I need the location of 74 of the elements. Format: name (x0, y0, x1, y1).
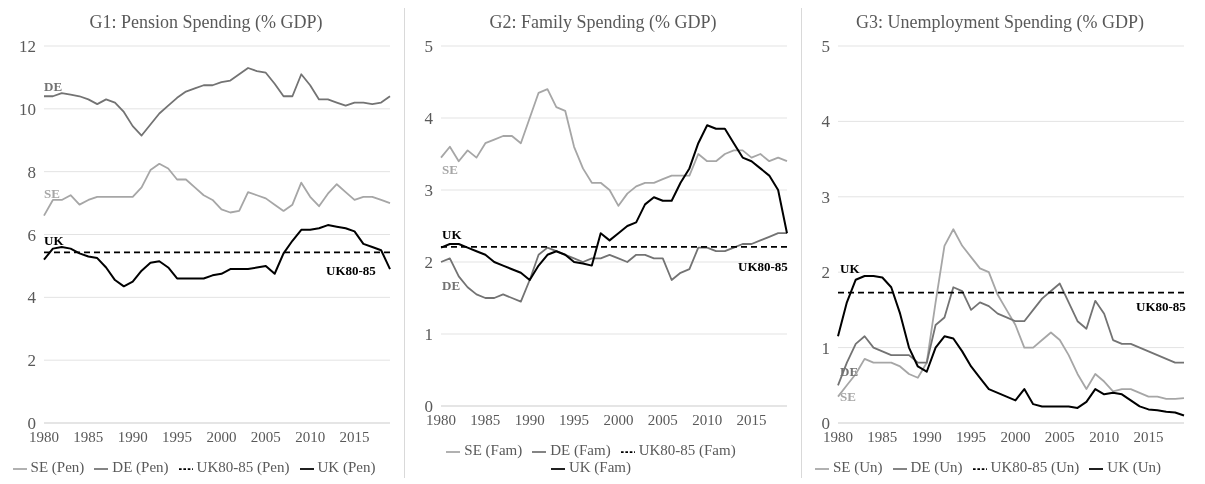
line-series (837, 228, 1185, 400)
x-tick-label: 2010 (295, 428, 326, 445)
legend-label: DE (Un) (910, 459, 963, 475)
legend-label: DE (Fam) (550, 442, 611, 458)
x-tick-label: 1980 (823, 428, 853, 445)
y-tick-label: 6 (27, 225, 36, 245)
y-tick-label: 1 (424, 325, 433, 345)
chart-title: G1: Pension Spending (% GDP) (88, 11, 324, 34)
legend-label: UK (Un) (1107, 459, 1162, 475)
x-tick-label: 1990 (911, 428, 942, 445)
legend-label: UK80-85 (Un) (990, 459, 1080, 475)
y-tick-label: 1 (821, 338, 830, 358)
y-tick-label: 8 (27, 162, 36, 182)
legend-label: UK80-85 (Fam) (638, 442, 736, 458)
y-tick-label: 2 (821, 263, 830, 283)
x-tick-label: 2015 (1133, 428, 1164, 445)
annotation: UK80-85 (326, 263, 376, 278)
annotation: DE (442, 278, 461, 293)
chart-title: G2: Family Spending (% GDP) (488, 11, 718, 34)
chart-title: G3: Unemployment Spending (% GDP) (855, 11, 1145, 34)
annotation: SE (442, 162, 458, 177)
x-tick-label: 2005 (1044, 428, 1075, 445)
line-series (43, 224, 391, 288)
y-tick-label: 5 (424, 37, 433, 57)
x-tick-label: 1995 (559, 411, 590, 428)
y-tick-label: 5 (821, 37, 830, 57)
y-tick-label: 4 (27, 288, 37, 308)
y-tick-label: 2 (424, 253, 433, 273)
annotation: UK (44, 233, 64, 248)
annotation: UK (442, 227, 462, 242)
line-series (440, 88, 788, 207)
y-tick-label: 4 (821, 112, 831, 132)
x-tick-label: 1990 (514, 411, 545, 428)
line-series (837, 282, 1185, 387)
x-tick-label: 1990 (117, 428, 148, 445)
x-tick-label: 1985 (470, 411, 501, 428)
x-tick-label: 2010 (692, 411, 723, 428)
legend-label: SE (Un) (832, 459, 883, 475)
x-tick-label: 2015 (339, 428, 370, 445)
y-tick-label: 12 (19, 37, 36, 57)
y-tick-label: 10 (19, 99, 36, 119)
y-tick-label: 2 (27, 351, 36, 371)
x-tick-label: 2000 (1000, 428, 1031, 445)
annotation: DE (44, 79, 63, 94)
x-tick-label: 1985 (867, 428, 898, 445)
annotation: SE (840, 389, 856, 404)
x-tick-label: 2005 (250, 428, 281, 445)
line-series (440, 232, 788, 303)
y-tick-label: 4 (424, 109, 434, 129)
annotation: UK80-85 (1136, 299, 1186, 314)
legend-label: UK80-85 (Pen) (196, 459, 290, 475)
annotation: UK (840, 261, 860, 276)
x-tick-label: 2000 (603, 411, 634, 428)
y-tick-label: 3 (424, 181, 433, 201)
legend-label: DE (Pen) (112, 459, 169, 475)
legend-label: UK (Fam) (568, 459, 632, 475)
x-tick-label: 1995 (956, 428, 987, 445)
x-tick-label: 1980 (426, 411, 456, 428)
legend-label: UK (Pen) (317, 459, 376, 475)
legend-label: SE (Pen) (30, 459, 85, 475)
annotation: SE (44, 186, 60, 201)
line-series (837, 274, 1185, 417)
x-tick-label: 2010 (1089, 428, 1120, 445)
annotation: UK80-85 (738, 259, 788, 274)
x-tick-label: 1980 (29, 428, 59, 445)
line-series (43, 162, 391, 217)
x-tick-label: 2005 (647, 411, 678, 428)
y-tick-label: 3 (821, 187, 830, 207)
x-tick-label: 2015 (736, 411, 767, 428)
x-tick-label: 2000 (206, 428, 237, 445)
legend-label: SE (Fam) (464, 442, 523, 458)
x-tick-label: 1985 (73, 428, 104, 445)
x-tick-label: 1995 (162, 428, 193, 445)
line-series (43, 67, 391, 137)
